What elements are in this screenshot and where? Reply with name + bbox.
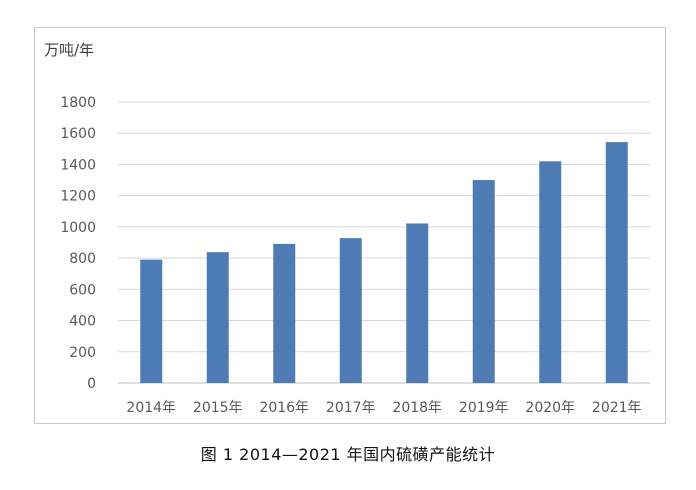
y-tick-label: 200 <box>69 345 96 361</box>
bar <box>339 238 362 383</box>
bar-chart: 万吨/年 0 200 400 600 800 1000 1200 1400 1600 1800 2… <box>44 41 650 416</box>
y-tick-label: 800 <box>69 251 96 267</box>
x-tick-label: 2016年 <box>259 400 309 416</box>
y-tick-label: 1400 <box>60 157 96 173</box>
x-tick-label: 2020年 <box>525 400 575 416</box>
x-tick-label: 2015年 <box>193 400 243 416</box>
y-tick-label: 1200 <box>60 189 96 205</box>
x-tick-label: 2018年 <box>392 400 442 416</box>
bar <box>539 161 562 383</box>
x-tick-label: 2021年 <box>592 400 642 416</box>
figure-caption: 图 1 2014—2021 年国内硫磺产能统计 <box>200 445 496 464</box>
bar <box>206 252 229 383</box>
x-tick-label: 2014年 <box>126 400 176 416</box>
y-tick-label: 1600 <box>60 126 96 142</box>
bar <box>472 180 495 383</box>
x-tick-label: 2019年 <box>459 400 509 416</box>
y-axis-unit-label: 万吨/年 <box>44 41 94 59</box>
bar <box>273 243 296 383</box>
bar <box>140 259 163 383</box>
y-tick-label: 600 <box>69 282 96 298</box>
y-tick-label: 0 <box>87 376 96 392</box>
y-tick-label: 1800 <box>60 95 96 111</box>
x-tick-label: 2017年 <box>326 400 376 416</box>
y-tick-label: 400 <box>69 314 96 330</box>
bar <box>406 223 429 383</box>
bar <box>605 142 628 383</box>
y-tick-label: 1000 <box>60 220 96 236</box>
